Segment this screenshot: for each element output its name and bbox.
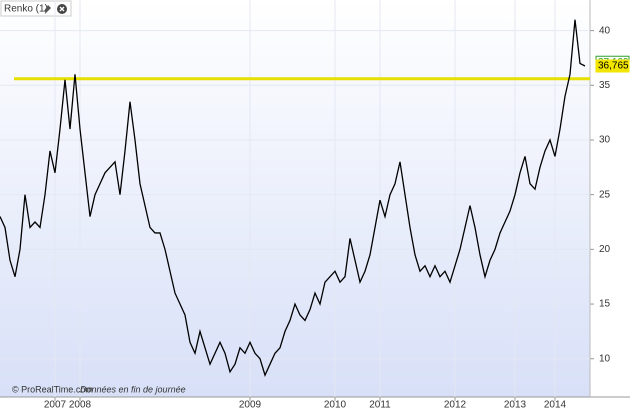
y-tick-label: 20 <box>599 244 611 255</box>
x-tick-label: 2007 <box>44 400 67 410</box>
y-tick-label: 15 <box>599 299 611 310</box>
y-tick-label: 10 <box>599 353 611 364</box>
y-tick-label: 35 <box>599 80 611 91</box>
footer-note: Données en fin de journée <box>80 384 186 394</box>
x-tick-label: 2012 <box>444 400 467 410</box>
x-tick-label: 2008 <box>69 400 92 410</box>
plot-background <box>0 0 590 397</box>
x-tick-label: 2009 <box>239 400 262 410</box>
chart-title: Renko (1) <box>4 4 48 15</box>
settings-icon[interactable] <box>44 5 51 13</box>
title-box <box>0 0 72 17</box>
price-line <box>0 19 586 377</box>
price-label: 36,765 <box>598 61 629 72</box>
x-tick-label: 2011 <box>369 400 391 410</box>
y-tick-label: 30 <box>599 135 611 146</box>
x-tick-label: 2013 <box>504 400 527 410</box>
x-tick-label: 2010 <box>324 400 347 410</box>
y-tick-label: 25 <box>599 189 611 200</box>
footer: © ProRealTime.com <box>12 384 93 394</box>
close-icon[interactable] <box>57 4 67 14</box>
price-label-box <box>595 59 630 73</box>
y-tick-label: 40 <box>599 25 611 36</box>
x-tick-label: 2014 <box>544 400 567 410</box>
